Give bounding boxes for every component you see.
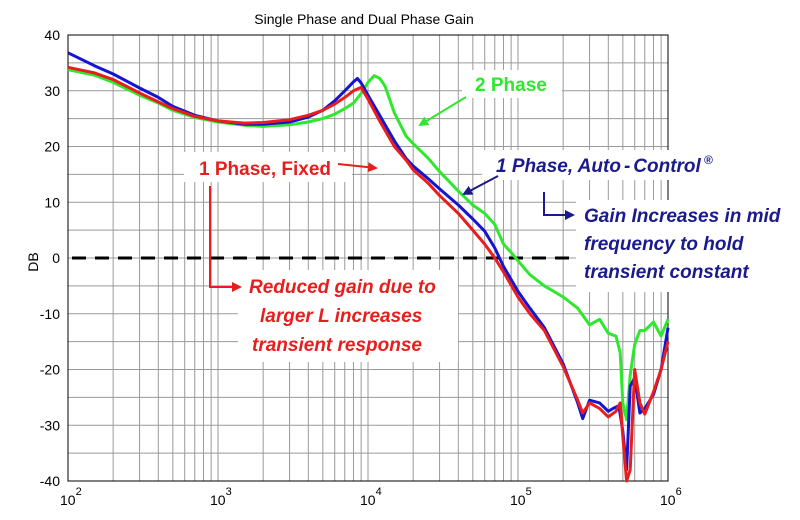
series-line-red — [67, 65, 670, 483]
auto-text-part1: 1 Phase, Auto — [496, 156, 621, 177]
x-tick-label: 104 — [360, 486, 382, 508]
reduced-gain-line2: larger L increases — [260, 306, 422, 327]
auto-text-dash: - — [624, 156, 630, 177]
y-tick-label: -30 — [40, 417, 60, 433]
y-tick-label: -10 — [40, 306, 60, 322]
reduced-gain-line1: Reduced gain due to — [249, 277, 436, 298]
one-phase-auto-arrow — [462, 175, 499, 195]
two-phase-arrow — [418, 96, 467, 127]
gain-increase-line3: transient constant — [584, 262, 749, 283]
one-phase-fixed-arrow — [337, 162, 378, 173]
annotation-gain-increase-box — [576, 200, 790, 292]
reduced-gain-line3: transient response — [252, 335, 422, 356]
annotation-reduced-gain-box — [238, 270, 458, 362]
annotation-one-phase-fixed-text: 1 Phase, Fixed — [199, 159, 331, 180]
annotation-one-phase-fixed: 1 Phase, Fixed — [184, 152, 378, 182]
annotation-one-phase-auto-text: 1 Phase, Auto - Control ® — [496, 153, 713, 177]
annotation-two-phase-box — [462, 70, 562, 98]
x-tick-label: 106 — [660, 486, 682, 508]
annotation-two-phase-text: 2 Phase — [475, 75, 547, 96]
chart-title: Single Phase and Dual Phase Gain — [254, 11, 473, 27]
gain-increase-line1: Gain Increases in mid — [584, 206, 781, 227]
annotation-reduced-gain: Reduced gain due to larger L increases t… — [209, 186, 458, 362]
x-tick-label: 102 — [60, 486, 82, 508]
auto-text-part2: Control — [633, 156, 701, 177]
y-tick-label: 0 — [52, 250, 60, 266]
registered-mark: ® — [704, 153, 713, 167]
annotation-one-phase-auto-box — [482, 150, 722, 180]
annotation-one-phase-auto: 1 Phase, Auto - Control ® — [462, 150, 722, 195]
gain-increase-arrow — [543, 192, 575, 220]
x-axis-ticks: 102 103 104 105 106 — [60, 486, 682, 508]
y-tick-label: 10 — [44, 194, 60, 210]
y-tick-label: 30 — [44, 83, 60, 99]
y-tick-label: 20 — [44, 139, 60, 155]
annotation-one-phase-fixed-box — [184, 152, 352, 182]
y-axis-label: DB — [25, 252, 41, 271]
y-tick-label: 40 — [44, 27, 60, 43]
x-tick-label: 103 — [210, 486, 232, 508]
series-group — [67, 51, 670, 483]
x-tick-label: 105 — [510, 486, 532, 508]
y-axis-ticks: 40 30 20 10 0 -10 -20 -30 -40 — [40, 27, 60, 489]
gain-increase-line2: frequency to hold — [584, 234, 744, 255]
y-tick-label: -40 — [40, 473, 60, 489]
annotation-gain-increase: Gain Increases in mid frequency to hold … — [543, 192, 790, 292]
annotation-two-phase: 2 Phase — [418, 70, 562, 127]
reduced-gain-arrow — [209, 186, 242, 292]
y-tick-label: -20 — [40, 362, 60, 378]
